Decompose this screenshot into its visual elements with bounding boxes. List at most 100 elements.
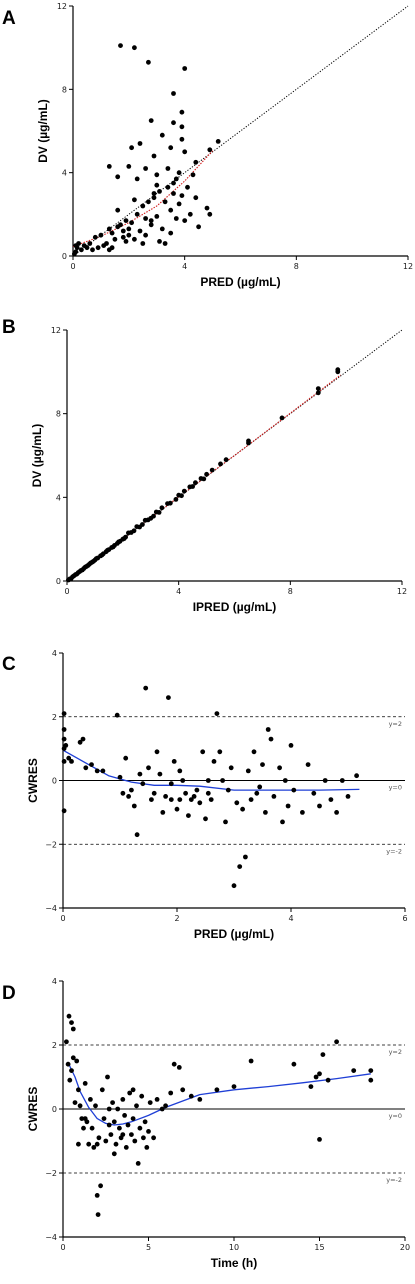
data-point [104,241,109,246]
data-point [111,1119,117,1125]
data-point [67,1077,73,1083]
data-point [163,1103,169,1109]
data-point [131,803,137,809]
x-tick-label: 6 [402,914,407,923]
data-point [168,797,174,802]
data-point [144,1145,150,1150]
data-point [334,810,339,815]
data-point [66,755,72,761]
x-tick-label: 8 [294,262,299,271]
y-axis-label: DV (µg/mL) [30,424,44,488]
data-point [171,120,176,126]
data-point [129,1132,134,1137]
data-point [115,207,121,213]
data-point [79,1116,85,1121]
data-point [168,230,174,236]
data-point [105,547,110,553]
data-point [146,199,151,205]
data-point [106,247,112,253]
data-point [61,736,67,742]
data-point [154,214,160,219]
data-point [368,1077,374,1083]
data-point [132,236,137,242]
data-point [171,759,177,764]
data-point [156,510,162,515]
data-point [200,749,206,755]
data-point [159,132,165,138]
data-point [193,480,198,486]
data-point [271,794,277,799]
data-point [111,1151,117,1157]
y-tick-label: 8 [62,85,67,94]
data-point [134,176,140,182]
data-point [203,816,208,822]
data-point [123,218,129,224]
y-tick-label: 12 [57,2,67,11]
data-point [77,739,83,745]
x-axis-label: IPRED (µg/mL) [193,600,277,614]
data-point [146,765,151,771]
data-point [205,790,211,796]
data-point [80,736,86,742]
data-point [207,211,213,217]
data-point [76,241,81,246]
data-point [180,1087,186,1093]
data-point [128,530,134,535]
data-point [265,727,271,732]
y-tick-label: 0 [62,252,67,261]
data-point [140,781,146,787]
data-point [143,685,149,691]
data-point [95,245,101,251]
data-point [76,1141,81,1147]
data-point [129,220,135,226]
y-tick-label: 0 [52,777,57,786]
data-point [214,711,220,716]
data-point [263,810,268,815]
trend-line [67,1062,371,1126]
data-point [207,147,213,153]
data-point [76,1087,81,1093]
x-tick-label: 20 [400,1243,410,1252]
data-point [120,790,126,796]
data-point [208,797,214,802]
data-point [168,781,174,787]
data-point [146,59,151,65]
reference-line-label: y=0 [389,1112,402,1120]
data-point [129,787,134,793]
data-point [217,749,223,755]
panel-letter: C [2,654,16,675]
data-point [74,245,80,251]
y-tick-label: 0 [56,577,61,586]
x-tick-label: 10 [229,1243,239,1252]
data-point [118,43,123,48]
data-point [174,806,180,812]
data-point [90,247,95,253]
data-point [145,517,151,523]
data-point [137,228,143,234]
data-point [339,778,345,783]
data-point [163,794,169,799]
data-point [257,784,263,790]
data-point [130,1116,136,1121]
data-point [70,1055,76,1061]
data-point [168,145,174,151]
y-tick-label: 4 [62,169,67,178]
y-tick-label: −2 [45,1169,57,1178]
panel-letter: A [2,8,16,29]
reference-line-label: y=-2 [386,847,402,855]
data-point [98,232,104,238]
data-point [223,457,229,463]
data-point [223,819,228,825]
data-point [211,759,217,764]
data-point [291,787,297,793]
data-point [166,695,171,700]
data-point [171,191,176,196]
data-point [115,1106,121,1112]
data-point [132,197,137,203]
data-point [142,1119,148,1125]
data-point [237,864,243,869]
data-point [320,1052,326,1057]
data-point [115,174,121,180]
data-point [305,762,311,767]
x-tick-label: 4 [176,587,181,596]
